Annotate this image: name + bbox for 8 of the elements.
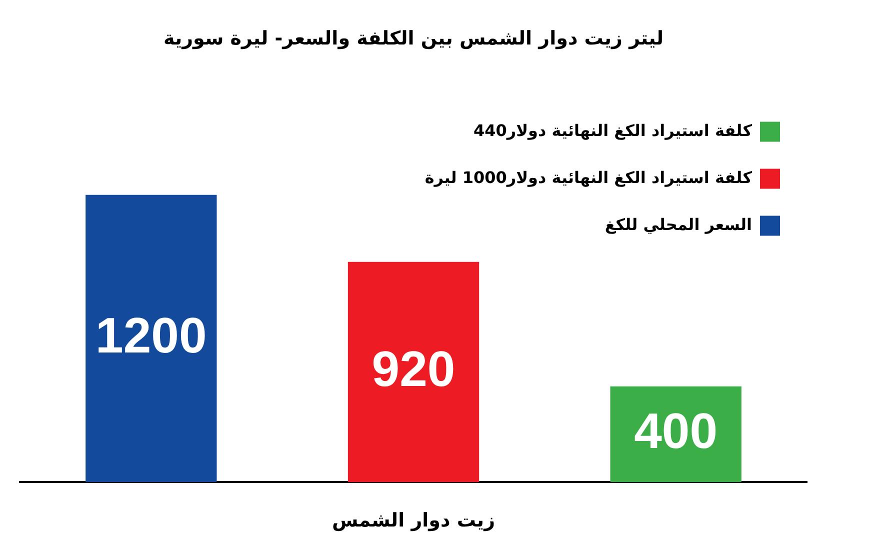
chart-title: ليتر زيت دوار الشمس بين الكلفة والسعر- ليرة سورية: [163, 27, 664, 50]
legend-label: كلفة استيراد الكغ النهائية دولار1000 ليرة: [424, 168, 753, 187]
data-label: 920: [372, 340, 456, 397]
data-label: 400: [634, 403, 718, 460]
data-label: 1200: [96, 307, 207, 364]
legend-label: كلفة استيراد الكغ النهائية دولار440: [473, 120, 753, 140]
x-axis-title: زيت دوار الشمس: [332, 510, 496, 532]
legend-label: السعر المحلي للكغ: [604, 214, 752, 234]
